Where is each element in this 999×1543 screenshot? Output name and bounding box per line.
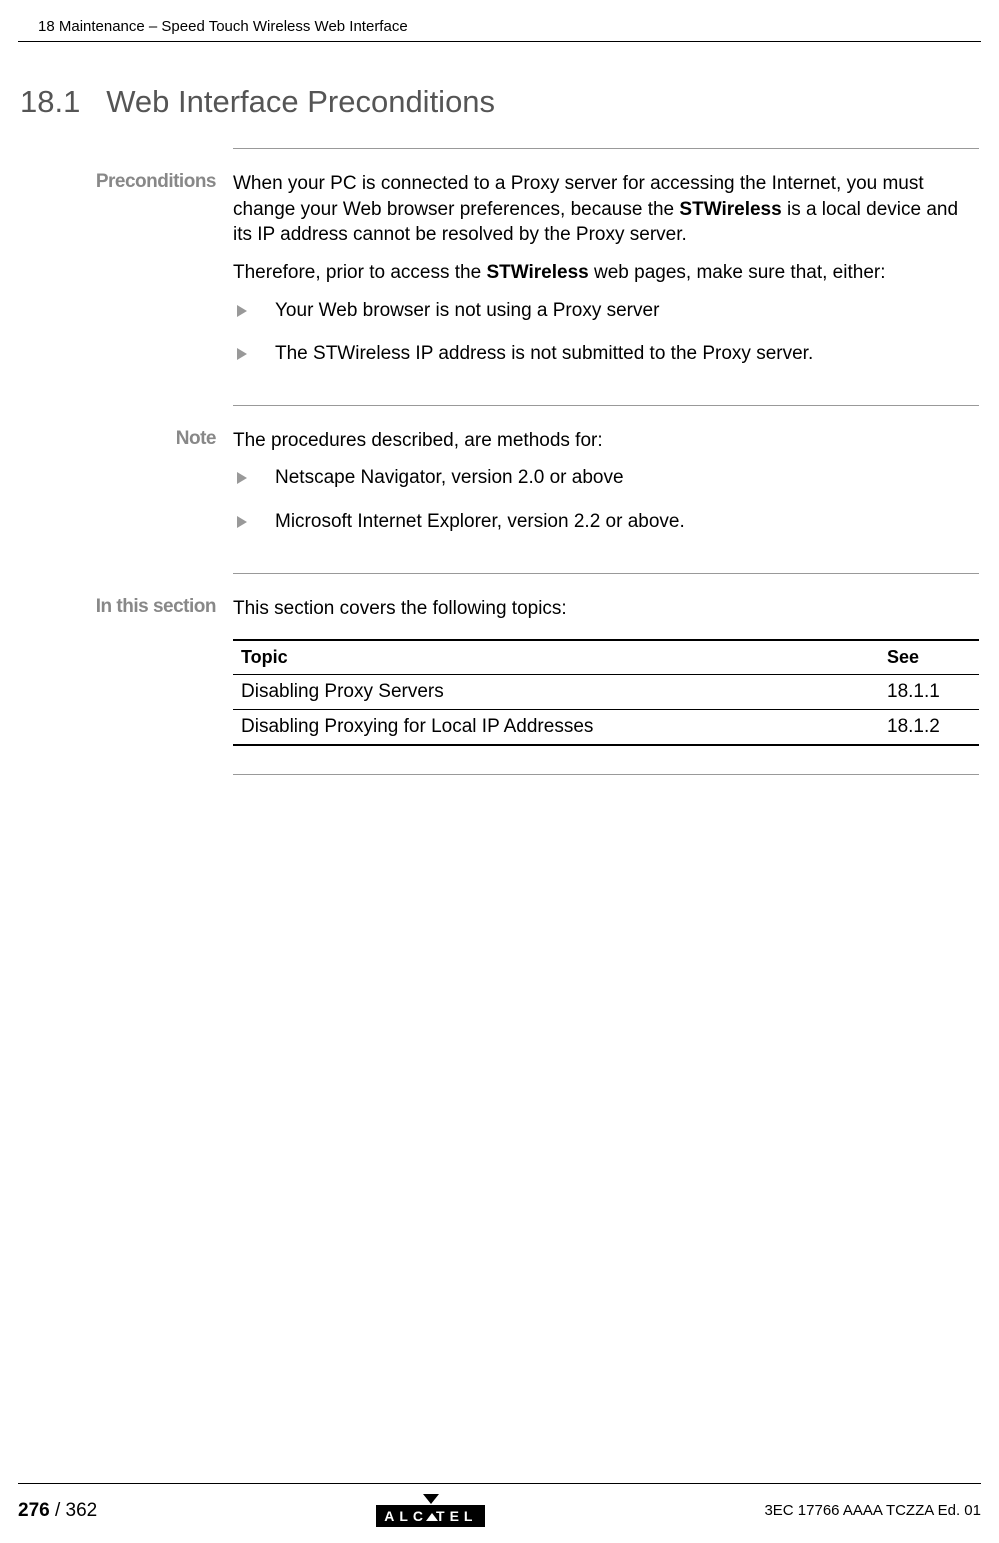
table-row: Disabling Proxy Servers 18.1.1 (233, 675, 979, 710)
heading-title: Web Interface Preconditions (106, 84, 495, 119)
label-preconditions: Preconditions (21, 171, 216, 193)
doc-reference: 3EC 17766 AAAA TCZZA Ed. 01 (764, 1502, 981, 1519)
header-chapter-line: 18 Maintenance – Speed Touch Wireless We… (18, 0, 981, 42)
section-preconditions: Preconditions When your PC is connected … (233, 148, 979, 367)
list-item: The STWireless IP address is not submitt… (233, 341, 979, 367)
section-note: Note The procedures described, are metho… (233, 405, 979, 535)
triangle-down-icon (423, 1494, 439, 1504)
topics-table: Topic See Disabling Proxy Servers 18.1.1… (233, 639, 979, 746)
list-item: Your Web browser is not using a Proxy se… (233, 298, 979, 324)
in-this-section-intro: This section covers the following topics… (233, 596, 979, 622)
list-item: Microsoft Internet Explorer, version 2.2… (233, 509, 979, 535)
note-intro: The procedures described, are methods fo… (233, 428, 979, 454)
preconditions-para1: When your PC is connected to a Proxy ser… (233, 171, 979, 248)
table-cell-see: 18.1.2 (879, 710, 979, 746)
table-header-see: See (879, 640, 979, 675)
section-in-this-section: In this section This section covers the … (233, 573, 979, 776)
table-header-topic: Topic (233, 640, 879, 675)
label-note: Note (21, 428, 216, 450)
preconditions-para2: Therefore, prior to access the STWireles… (233, 260, 979, 286)
heading-number: 18.1 (20, 84, 80, 119)
table-cell-see: 18.1.1 (879, 675, 979, 710)
alcatel-logo: ALCTEL (376, 1494, 485, 1527)
main-heading: 18.1 Web Interface Preconditions (0, 42, 999, 148)
table-row: Disabling Proxying for Local IP Addresse… (233, 710, 979, 746)
list-item: Netscape Navigator, version 2.0 or above (233, 465, 979, 491)
label-in-this-section: In this section (21, 596, 216, 618)
page-number: 276 / 362 (18, 1500, 97, 1522)
divider (233, 148, 979, 149)
table-cell-topic: Disabling Proxying for Local IP Addresse… (233, 710, 879, 746)
divider (233, 405, 979, 406)
note-bullets: Netscape Navigator, version 2.0 or above… (233, 465, 979, 534)
divider (233, 774, 979, 775)
footer: 276 / 362 ALCTEL 3EC 17766 AAAA TCZZA Ed… (18, 1483, 981, 1527)
table-cell-topic: Disabling Proxy Servers (233, 675, 879, 710)
preconditions-bullets: Your Web browser is not using a Proxy se… (233, 298, 979, 367)
logo-text: ALCTEL (376, 1505, 485, 1527)
divider (233, 573, 979, 574)
